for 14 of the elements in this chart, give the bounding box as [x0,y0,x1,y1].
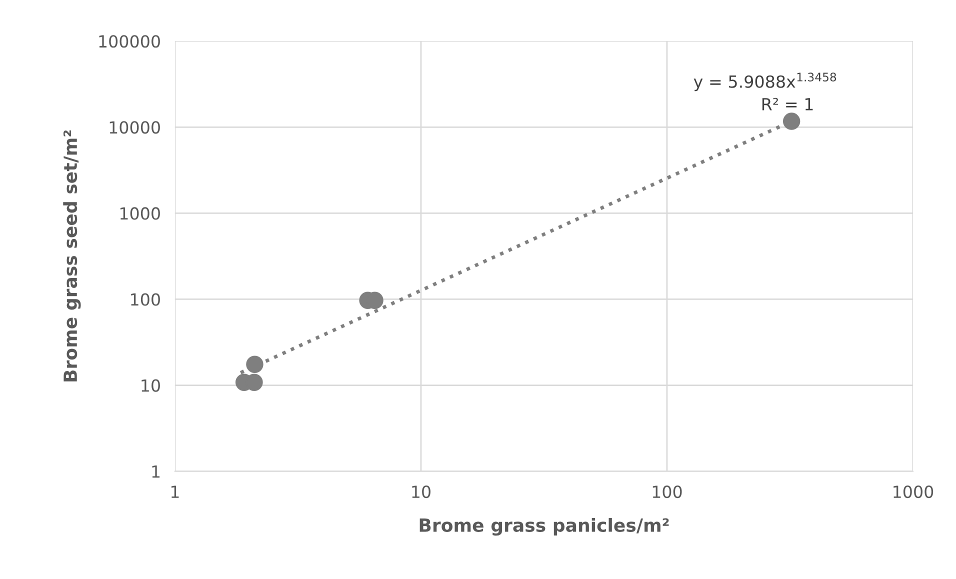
x-tick-label: 1 [171,486,179,498]
y-tick-label: 1 [152,465,160,478]
y-tick-label: 100000 [99,35,160,48]
annotation: y = 5.9088x$^{1.3458}$ [694,72,836,92]
x-tick-label: 1000 [894,485,934,498]
x-tick-label: 10 [412,485,430,498]
annotation: R² = 1 [762,98,813,110]
x-axis-title: Brome grass panicles/m² [420,518,669,536]
y-tick-label: 10 [142,379,160,392]
y-tick-label: 10000 [110,121,160,134]
y-tick-label: 1000 [120,207,160,220]
x-tick-label: 100 [652,485,682,498]
y-axis-title: Brome grass seed set/m² [63,130,81,382]
y-tick-label: 100 [131,293,160,306]
